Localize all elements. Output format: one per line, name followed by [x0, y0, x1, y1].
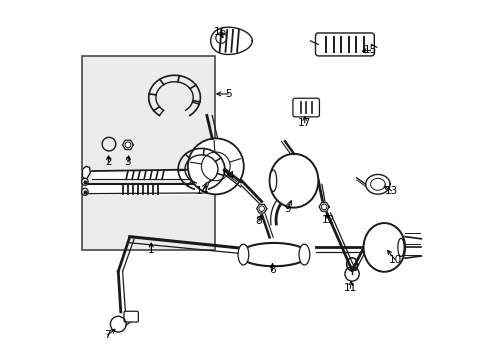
Polygon shape [370, 179, 385, 190]
Text: 5: 5 [224, 89, 231, 99]
Ellipse shape [269, 154, 318, 208]
Text: 7: 7 [104, 330, 111, 340]
Polygon shape [82, 166, 90, 180]
Text: 10: 10 [388, 255, 401, 265]
Ellipse shape [397, 238, 403, 257]
Text: 3: 3 [124, 157, 131, 167]
Text: 17: 17 [298, 118, 311, 128]
Bar [82, 56, 215, 250]
FancyBboxPatch shape [124, 311, 138, 322]
Text: 8: 8 [255, 216, 262, 226]
Text: 11: 11 [343, 283, 356, 293]
Text: 14: 14 [195, 186, 208, 197]
Text: 9: 9 [284, 204, 290, 214]
Polygon shape [210, 27, 252, 54]
Circle shape [187, 138, 244, 194]
Ellipse shape [269, 170, 276, 192]
FancyBboxPatch shape [292, 98, 319, 117]
Ellipse shape [239, 243, 308, 266]
Ellipse shape [298, 244, 309, 265]
Text: 12: 12 [322, 215, 335, 225]
Text: 2: 2 [105, 157, 111, 167]
Polygon shape [122, 140, 133, 149]
Text: 15: 15 [364, 45, 377, 55]
FancyBboxPatch shape [315, 33, 373, 56]
Text: 13: 13 [384, 186, 397, 196]
Ellipse shape [363, 223, 405, 272]
Text: 4: 4 [227, 171, 234, 181]
Text: 6: 6 [268, 265, 275, 275]
Ellipse shape [81, 188, 88, 195]
Ellipse shape [238, 244, 248, 265]
Text: 1: 1 [148, 245, 154, 255]
Polygon shape [319, 203, 328, 211]
Ellipse shape [81, 178, 88, 185]
Polygon shape [365, 175, 389, 194]
Polygon shape [256, 204, 266, 213]
Text: 16: 16 [213, 27, 226, 37]
